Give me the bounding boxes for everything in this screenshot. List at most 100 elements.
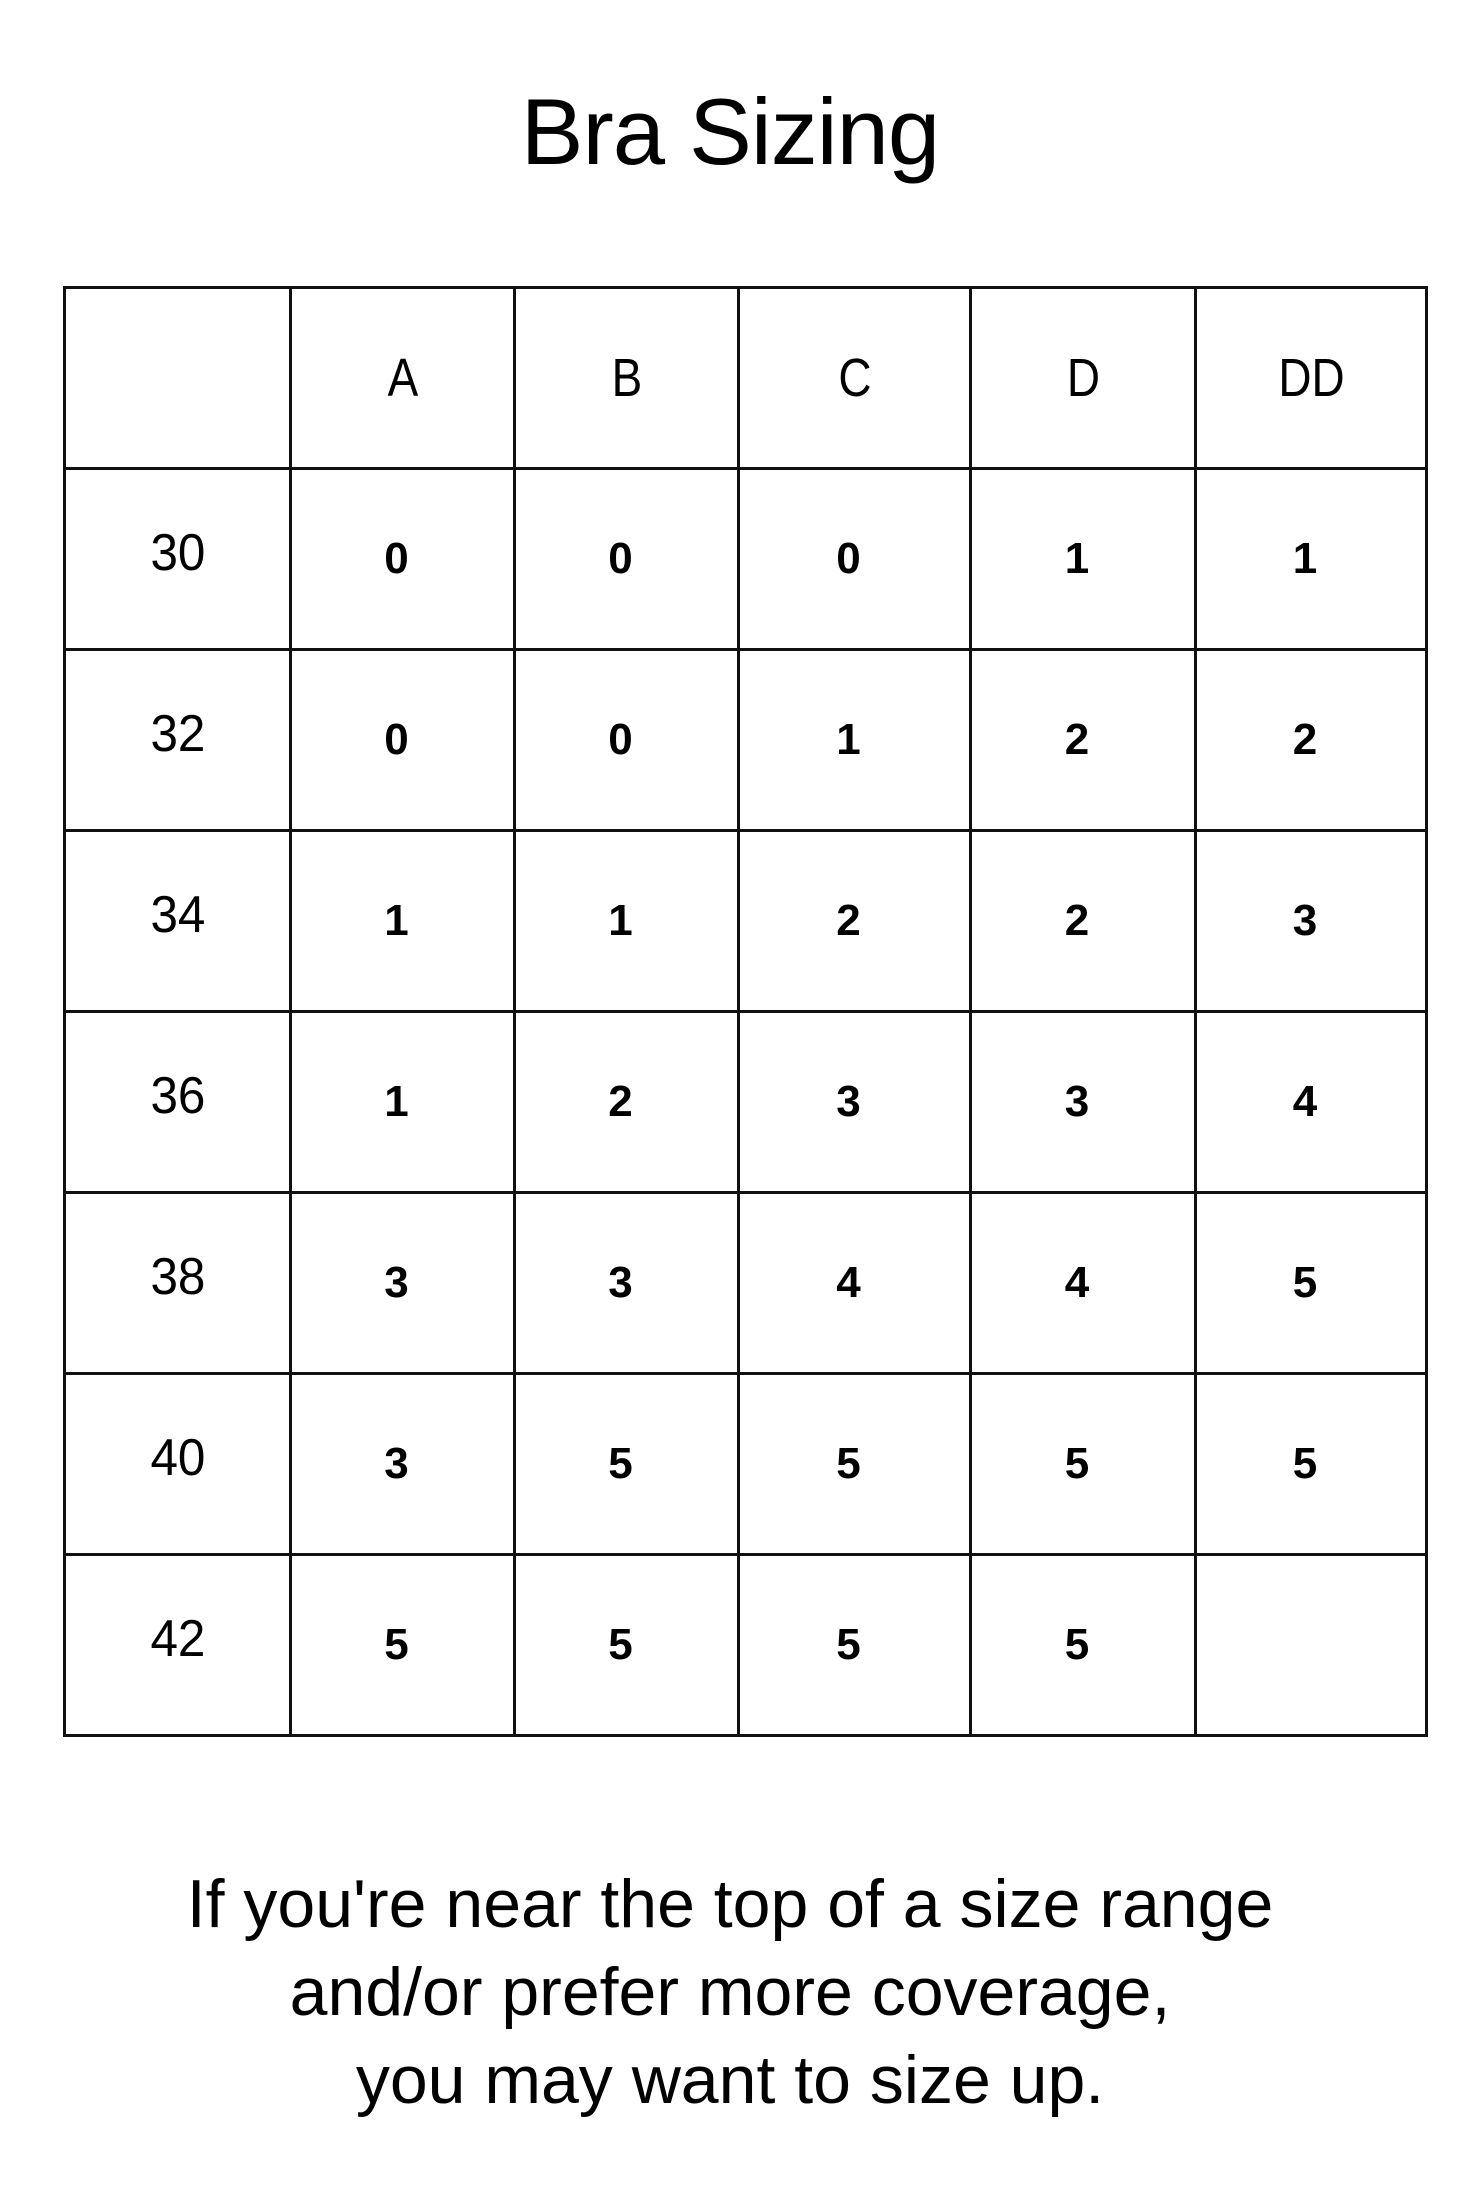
- column-header: A: [306, 286, 499, 470]
- size-value-cell: 0: [289, 467, 516, 651]
- size-value-cell: 2: [969, 648, 1197, 832]
- column-header: B: [530, 286, 723, 470]
- size-value-cell: 5: [513, 1372, 740, 1556]
- size-value-cell: 3: [513, 1191, 740, 1375]
- size-value-cell: [1194, 1553, 1428, 1737]
- size-value: 3: [608, 1258, 633, 1307]
- band-size-label: 36: [150, 1067, 205, 1125]
- header-row: A B C D DD: [65, 286, 1427, 470]
- size-value: 2: [1064, 896, 1090, 945]
- size-value: 5: [608, 1439, 633, 1488]
- size-value: 1: [608, 896, 633, 945]
- table-row: 34 1 1 2 2 3: [63, 829, 1428, 1013]
- size-value-cell: 5: [737, 1372, 972, 1556]
- table-row: 36 1 2 3 3 4: [63, 1010, 1428, 1194]
- size-value: 2: [608, 1077, 633, 1126]
- size-value: 0: [384, 715, 409, 764]
- column-header: DD: [1211, 286, 1411, 470]
- band-size-label: 40: [150, 1429, 205, 1487]
- size-value: 3: [384, 1258, 409, 1307]
- size-value-cell: 1: [737, 648, 972, 832]
- table-row: 42 5 5 5 5: [63, 1553, 1428, 1737]
- band-size-cell: 42: [63, 1553, 292, 1737]
- size-value: 4: [1292, 1077, 1318, 1126]
- size-value-cell: 1: [289, 829, 516, 1013]
- size-value-cell: 5: [1194, 1372, 1428, 1556]
- table-row: 38 3 3 4 4 5: [63, 1191, 1428, 1375]
- size-value-cell: 5: [1194, 1191, 1428, 1375]
- size-value-cell: 0: [513, 648, 740, 832]
- size-table: A B C D DD 30 0 0 0 1 1 32 0 0 1 2 2 34 1 1 2 2 3 36 1 2 3 3 4 3…: [63, 286, 1428, 1737]
- size-value-cell: 5: [969, 1553, 1197, 1737]
- size-value: 3: [836, 1077, 861, 1126]
- band-size-cell: 30: [63, 467, 292, 651]
- size-value-cell: 2: [737, 829, 972, 1013]
- size-value-cell: 0: [513, 467, 740, 651]
- column-header: D: [986, 286, 1180, 470]
- size-value-cell: 2: [1194, 648, 1428, 832]
- size-value-cell: 4: [737, 1191, 972, 1375]
- size-value-cell: 5: [289, 1553, 516, 1737]
- size-value: 5: [836, 1620, 861, 1669]
- size-value: 1: [1064, 534, 1090, 583]
- corner-cell: [80, 286, 275, 470]
- table-row: 40 3 5 5 5 5: [63, 1372, 1428, 1556]
- size-value-cell: 2: [969, 829, 1197, 1013]
- size-value-cell: 5: [737, 1553, 972, 1737]
- size-value: 3: [384, 1439, 409, 1488]
- table-row: 32 0 0 1 2 2: [63, 648, 1428, 832]
- size-value: 0: [608, 715, 633, 764]
- size-value-cell: 0: [289, 648, 516, 832]
- size-value-cell: 3: [737, 1010, 972, 1194]
- size-value: 1: [384, 896, 409, 945]
- band-size-label: 30: [150, 524, 205, 582]
- size-value-cell: 4: [1194, 1010, 1428, 1194]
- band-size-label: 32: [150, 705, 205, 763]
- size-value-cell: 5: [513, 1553, 740, 1737]
- size-value-cell: 3: [1194, 829, 1428, 1013]
- size-value: 1: [384, 1077, 409, 1126]
- table-row: 30 0 0 0 1 1: [63, 467, 1428, 651]
- size-value-cell: 4: [969, 1191, 1197, 1375]
- size-value: 2: [1064, 715, 1090, 764]
- band-size-cell: 36: [63, 1010, 292, 1194]
- size-value: 0: [608, 534, 633, 583]
- size-value-cell: 1: [513, 829, 740, 1013]
- size-value-cell: 1: [969, 467, 1197, 651]
- size-value-cell: 3: [969, 1010, 1197, 1194]
- column-header: C: [754, 286, 955, 470]
- size-value-cell: 5: [969, 1372, 1197, 1556]
- footer-note: If you're near the top of a size range a…: [0, 1860, 1460, 2124]
- size-value-cell: 1: [289, 1010, 516, 1194]
- footer-line: and/or prefer more coverage,: [289, 1954, 1171, 2030]
- band-size-label: 42: [150, 1610, 205, 1668]
- band-size-cell: 38: [63, 1191, 292, 1375]
- band-size-cell: 32: [63, 648, 292, 832]
- size-value-cell: 2: [513, 1010, 740, 1194]
- footer-line: If you're near the top of a size range: [186, 1866, 1274, 1942]
- size-value: 5: [384, 1620, 409, 1669]
- size-value: 5: [1064, 1439, 1090, 1488]
- size-value: 4: [1064, 1258, 1090, 1307]
- size-value: 0: [836, 534, 861, 583]
- size-value: 2: [836, 896, 861, 945]
- size-value: 2: [1292, 715, 1318, 764]
- band-size-cell: 40: [63, 1372, 292, 1556]
- size-value: 5: [836, 1439, 861, 1488]
- size-value: 5: [1292, 1439, 1318, 1488]
- size-value: 3: [1292, 896, 1318, 945]
- page-title: Bra Sizing: [520, 79, 940, 184]
- size-value: 4: [836, 1258, 861, 1307]
- band-size-cell: 34: [63, 829, 292, 1013]
- footer-line: you may want to size up.: [355, 2042, 1105, 2118]
- size-value-cell: 3: [289, 1191, 516, 1375]
- size-value: 3: [1064, 1077, 1090, 1126]
- size-value: 5: [1064, 1620, 1090, 1669]
- size-value-cell: 0: [737, 467, 972, 651]
- size-value-cell: 3: [289, 1372, 516, 1556]
- size-value: 5: [608, 1620, 633, 1669]
- size-value: 1: [1292, 534, 1318, 583]
- size-value: 5: [1292, 1258, 1318, 1307]
- band-size-label: 38: [150, 1248, 205, 1306]
- size-value: 0: [384, 534, 409, 583]
